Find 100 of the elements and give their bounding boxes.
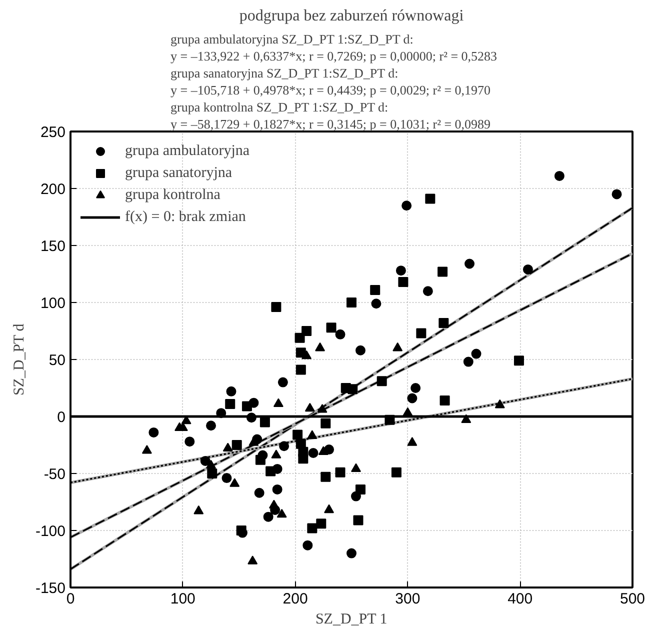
point: [471, 348, 482, 359]
point: [463, 356, 474, 367]
point: [425, 194, 436, 204]
y-tick-label: -50: [44, 466, 66, 483]
x-tick-label: 500: [620, 590, 646, 608]
text: grupa ambulatoryjna SZ_D_PT 1:SZ_D_PT d:: [170, 32, 414, 46]
point: [407, 393, 418, 404]
point: [326, 322, 336, 333]
point: [438, 266, 448, 277]
point: [237, 528, 248, 538]
point: [298, 454, 308, 464]
point: [514, 356, 524, 366]
point: [371, 298, 382, 309]
point: [324, 504, 334, 514]
point: [348, 384, 358, 394]
text: grupa sanatoryjna SZ_D_PT 1:SZ_D_PT d:: [170, 66, 398, 80]
point: [258, 450, 268, 460]
legend-label: grupa kontrolna: [125, 186, 220, 204]
point: [353, 515, 364, 526]
point: [302, 350, 312, 360]
point: [302, 540, 313, 550]
point: [410, 383, 421, 393]
point: [273, 398, 284, 408]
y-tick-label: 150: [40, 238, 66, 255]
point: [294, 332, 305, 343]
point: [263, 512, 274, 522]
point: [346, 298, 356, 308]
point: [315, 342, 326, 352]
x-axis-title: SZ_D_PT 1: [315, 612, 388, 628]
point: [307, 523, 318, 534]
point: [272, 484, 282, 494]
y-tick-label: 250: [40, 124, 66, 141]
y-tick-label: 200: [40, 181, 66, 198]
point: [292, 430, 303, 440]
point: [522, 264, 533, 274]
point: [304, 402, 315, 412]
point: [320, 472, 331, 482]
point: [271, 450, 282, 458]
point: [464, 258, 475, 269]
text: grupa kontrolna SZ_D_PT 1:SZ_D_PT d:: [170, 100, 388, 114]
y-axis-title: SZ_D_PT d: [11, 323, 28, 396]
point: [440, 396, 450, 406]
x-tick-label: 400: [508, 590, 533, 608]
point: [254, 488, 264, 498]
point: [296, 364, 306, 375]
point: [320, 418, 331, 428]
y-tick-label: -100: [35, 523, 66, 540]
point: [184, 436, 195, 447]
point: [554, 170, 564, 181]
point: [494, 399, 505, 408]
point: [316, 518, 326, 529]
y-tick-label: 50: [48, 352, 66, 369]
point: [272, 464, 282, 474]
point: [206, 420, 216, 431]
point: [376, 376, 387, 386]
point: [350, 463, 361, 472]
point: [216, 408, 226, 418]
x-tick-label: 200: [282, 590, 308, 608]
point: [370, 284, 380, 295]
point: [276, 508, 287, 518]
point: [612, 189, 622, 200]
point: [416, 328, 426, 338]
legend-label: grupa sanatoryjna: [125, 164, 232, 182]
point: [200, 456, 210, 466]
point: [148, 427, 159, 438]
point: [317, 404, 328, 413]
point: [396, 266, 406, 276]
legend-label: f(x) = 0: brak zmian: [125, 208, 246, 226]
point: [335, 467, 346, 478]
point: [226, 386, 236, 396]
point: [355, 345, 366, 356]
point: [391, 467, 402, 478]
y-tick-label: -150: [35, 580, 66, 597]
point: [222, 442, 233, 452]
point: [248, 556, 258, 564]
point: [260, 417, 270, 428]
point: [422, 286, 433, 296]
point: [407, 437, 418, 446]
chart-title: podgrupa bez zaburzeń równowagi: [239, 8, 464, 24]
point: [308, 448, 318, 458]
point: [252, 434, 262, 444]
point: [232, 440, 242, 450]
y-tick-label: 100: [40, 295, 66, 312]
point: [346, 548, 356, 558]
point: [335, 329, 346, 340]
point: [324, 444, 334, 455]
point: [194, 505, 204, 514]
point: [402, 200, 412, 211]
point: [307, 430, 318, 439]
point: [142, 445, 152, 454]
point: [398, 276, 408, 287]
x-tick-label: 300: [395, 590, 420, 608]
point: [279, 441, 290, 452]
point: [246, 412, 256, 423]
text: y = –105,718 + 0,4978*x; r = 0,4439; p = 0,0029; r² = 0,1970: [170, 82, 491, 98]
point: [206, 460, 216, 469]
point: [438, 318, 449, 328]
text: y = –133,922 + 0,6337*x; r = 0,7269; p = 0,00000; r² = 0,5283: [170, 48, 498, 64]
point: [225, 398, 236, 409]
point: [207, 468, 218, 478]
